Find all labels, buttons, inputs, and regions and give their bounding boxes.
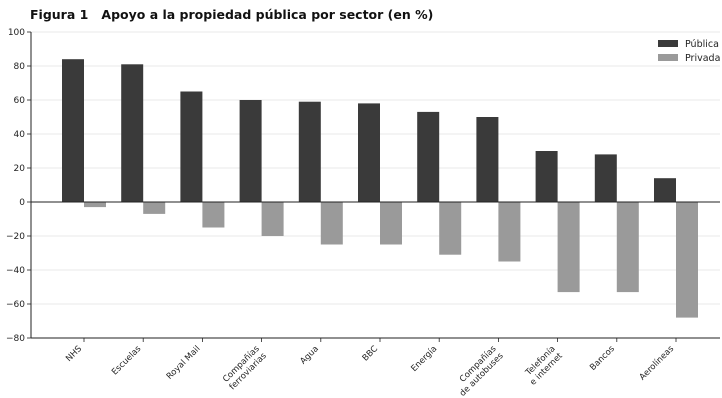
x-tick-label: Telefoníae internet: [521, 344, 565, 388]
bar-publica: [358, 103, 380, 202]
bar-publica: [121, 64, 144, 202]
y-tick-label: 100: [8, 28, 25, 38]
bar-publica: [476, 117, 499, 202]
legend: Pública Privada: [658, 39, 720, 64]
y-tick-label: −40: [6, 266, 25, 276]
x-tick-label-line: NHS: [64, 344, 84, 364]
bars: [62, 59, 698, 318]
x-tick-label: NHS: [64, 344, 84, 364]
x-tick-label: Compañíasferroviarias: [221, 344, 270, 393]
x-tick-label-line: BBC: [361, 344, 380, 363]
x-tick-label-line: Agua: [298, 344, 320, 366]
bar-publica: [180, 91, 203, 202]
x-tick-label-line: Aerolíneas: [638, 344, 677, 383]
legend-swatch: [658, 40, 678, 47]
y-tick-label: −20: [6, 232, 25, 242]
x-tick-label-line: Bancos: [588, 344, 617, 373]
bar-publica: [417, 111, 440, 202]
x-tick-label-line: Escuelas: [110, 344, 144, 378]
figure-label: Figura 1: [30, 7, 89, 22]
bar-publica: [239, 100, 262, 202]
x-tick-label-line: Royal Mail: [165, 344, 203, 382]
y-tick-label: −80: [6, 334, 25, 344]
bar-privada: [84, 202, 106, 208]
legend-label: Pública: [685, 39, 719, 50]
y-tick-label: 20: [14, 164, 26, 174]
x-tick-label-line: Energía: [409, 344, 439, 374]
bar-privada: [320, 202, 343, 245]
bar-privada: [202, 202, 225, 228]
x-tick-label: Agua: [298, 344, 320, 366]
bar-privada: [498, 202, 521, 262]
x-tick-label: Compañíasde autobuses: [451, 344, 506, 398]
legend-label: Privada: [685, 53, 720, 64]
figure-title-text: Apoyo a la propiedad pública por sector …: [101, 7, 434, 22]
bar-publica: [535, 151, 558, 202]
y-tick-label: 80: [14, 62, 26, 72]
bar-publica: [62, 59, 84, 203]
bar-privada: [439, 202, 462, 255]
x-tick-label: Energía: [409, 344, 439, 374]
y-tick-label: 40: [14, 130, 26, 140]
bar-privada: [557, 202, 580, 293]
bar-privada: [616, 202, 639, 293]
x-tick-label: Royal Mail: [165, 344, 203, 382]
legend-swatch: [658, 54, 678, 61]
x-tick-label: Escuelas: [110, 344, 144, 378]
bar-privada: [143, 202, 166, 214]
bar-privada: [676, 202, 698, 318]
gridlines: [31, 31, 720, 305]
bar-publica: [654, 178, 676, 202]
figure-title: Figura 1 Apoyo a la propiedad pública po…: [30, 7, 433, 22]
x-tick-label: Bancos: [588, 344, 617, 373]
y-tick-label: −60: [6, 300, 25, 310]
bar-privada: [261, 202, 284, 236]
bar-publica: [594, 154, 617, 202]
bar-privada: [380, 202, 402, 245]
y-tick-label: 60: [14, 96, 26, 106]
x-tick-label: BBC: [361, 344, 380, 363]
x-tick-label: Aerolíneas: [638, 344, 677, 383]
axes: −80 −60 −40 −20 0 20 40 60 80 100 NHS Escuelas Royal…: [6, 28, 720, 398]
bar-publica: [298, 101, 321, 202]
y-tick-label: 0: [19, 198, 25, 208]
